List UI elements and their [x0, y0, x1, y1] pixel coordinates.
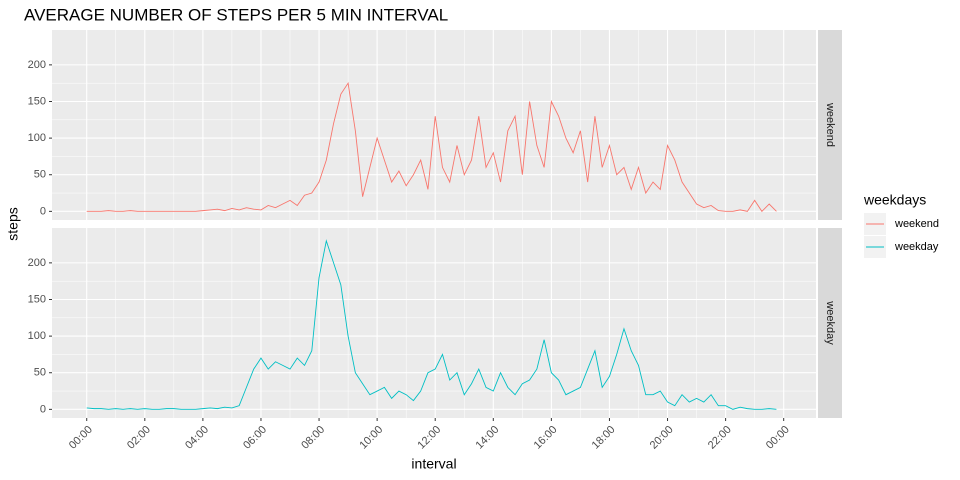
x-tick-label: 18:00: [590, 424, 618, 452]
y-tick-label: 50: [34, 169, 46, 181]
y-axis-label: steps: [5, 207, 21, 240]
panel-background: [52, 228, 816, 418]
facet-label: weekend: [824, 102, 836, 147]
y-tick-label: 100: [28, 132, 46, 144]
y-tick-label: 0: [40, 403, 46, 415]
x-tick-label: 00:00: [67, 424, 95, 452]
legend-title: weekdays: [863, 192, 926, 208]
y-tick-label: 150: [28, 293, 46, 305]
x-tick-label: 00:00: [764, 424, 792, 452]
y-tick-label: 150: [28, 95, 46, 107]
facet-label: weekday: [824, 300, 836, 345]
x-axis-label: interval: [411, 456, 456, 472]
legend-label: weekend: [894, 218, 939, 230]
facet-strip: [818, 228, 842, 418]
facet-strip: [818, 30, 842, 220]
x-tick-label: 06:00: [241, 424, 269, 452]
x-tick-label: 12:00: [415, 424, 443, 452]
x-tick-label: 14:00: [474, 424, 502, 452]
y-tick-label: 0: [40, 205, 46, 217]
x-tick-label: 10:00: [357, 424, 385, 452]
x-tick-label: 02:00: [125, 424, 153, 452]
y-tick-label: 200: [28, 257, 46, 269]
chart-title: AVERAGE NUMBER OF STEPS PER 5 MIN INTERV…: [24, 5, 448, 24]
series-line: [86, 81, 777, 213]
y-tick-label: 200: [28, 59, 46, 71]
y-tick-label: 100: [28, 330, 46, 342]
y-tick-label: 50: [34, 367, 46, 379]
legend-label: weekday: [894, 241, 939, 253]
x-tick-label: 22:00: [706, 424, 734, 452]
x-tick-label: 20:00: [648, 424, 676, 452]
x-tick-label: 16:00: [532, 424, 560, 452]
series-line: [86, 239, 777, 410]
x-tick-label: 08:00: [299, 424, 327, 452]
x-tick-label: 04:00: [183, 424, 211, 452]
